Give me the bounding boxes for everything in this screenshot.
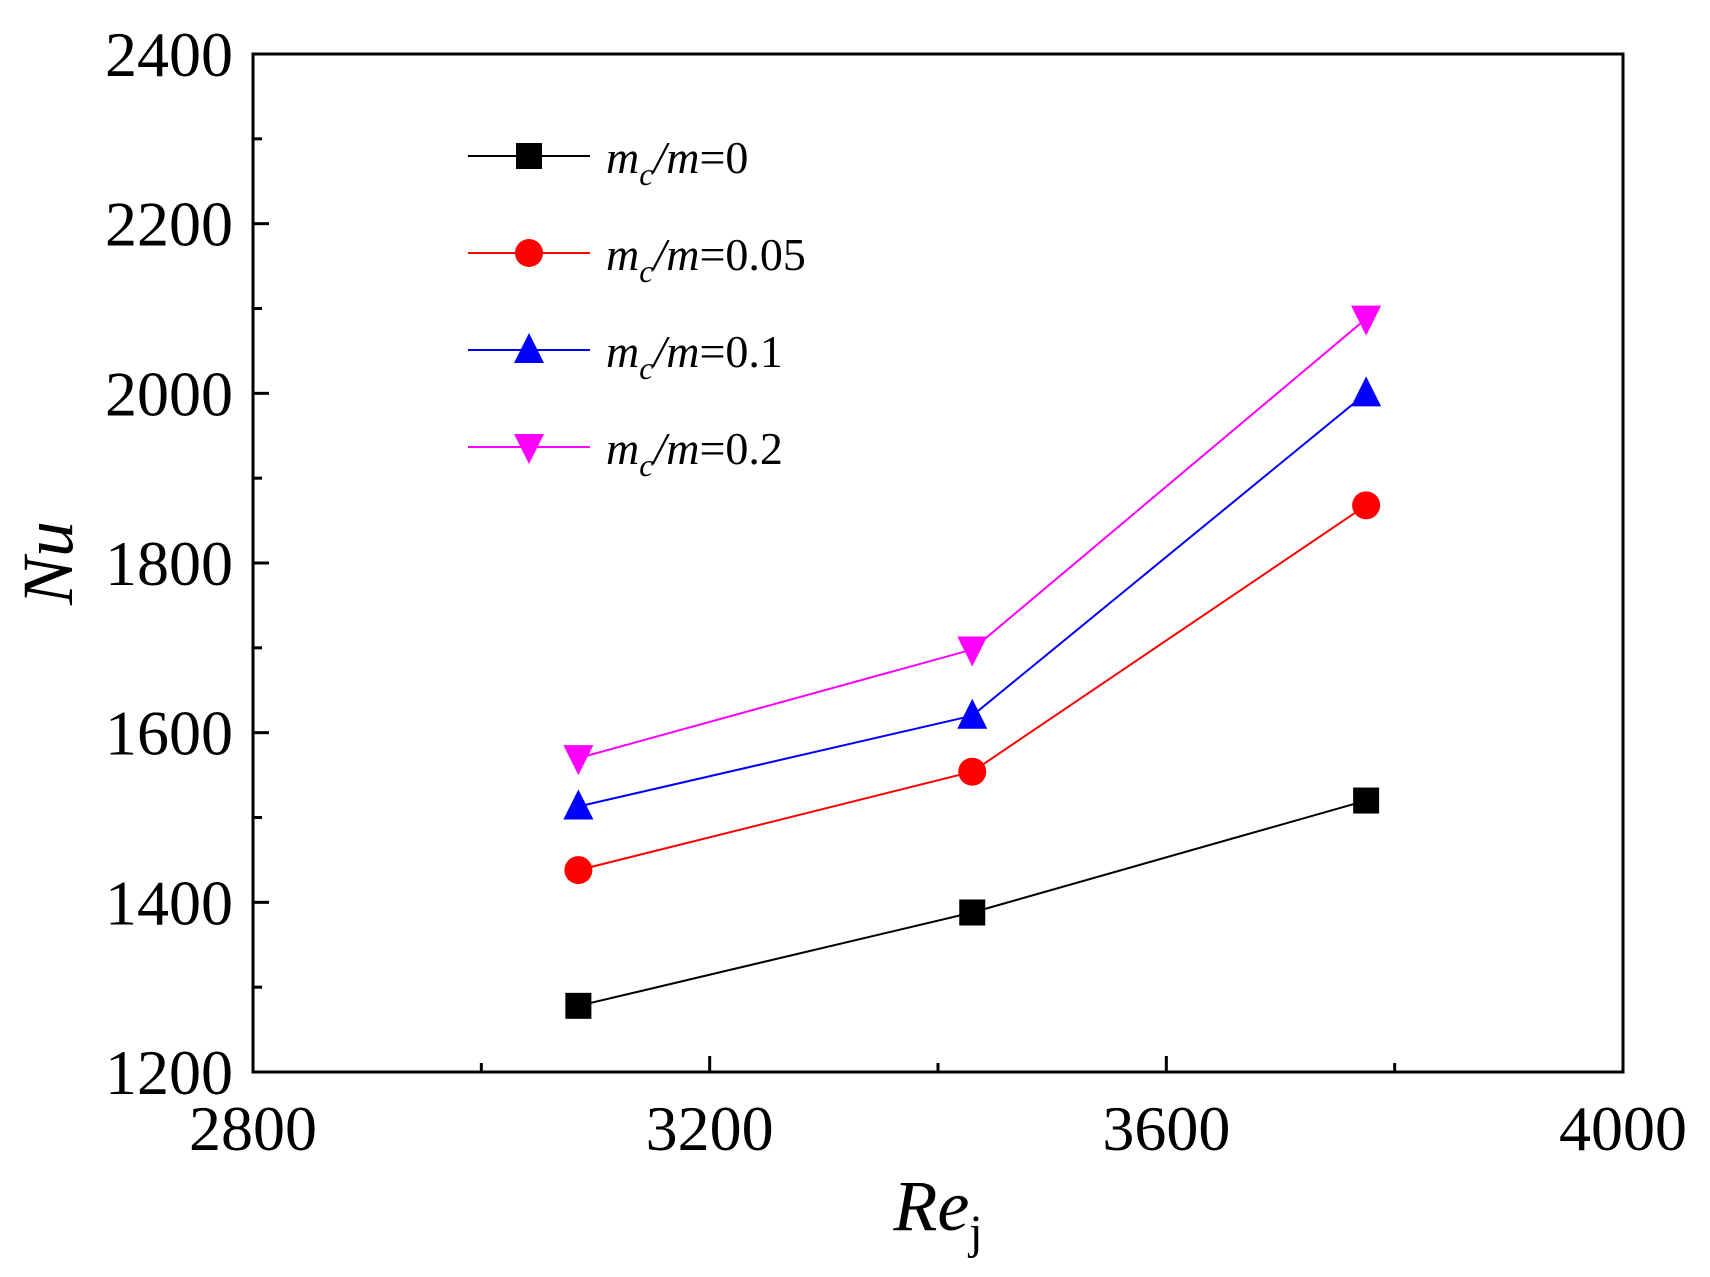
series-eq-0.05 [564, 491, 1381, 885]
data-point [565, 992, 592, 1019]
axis-labels: Rej Nu [8, 521, 983, 1259]
legend-label: mc/m=0.1 [606, 326, 783, 386]
data-point [563, 745, 594, 776]
data-point [1353, 787, 1380, 814]
data-point [959, 899, 986, 926]
data-point [1351, 305, 1382, 336]
y-tick-label: 2000 [105, 358, 233, 429]
legend-item: mc/m=0.05 [468, 229, 806, 289]
legend: mc/m=0 mc/m=0.05 mc/m=0.1 mc/m=0.2 [468, 132, 806, 483]
series-line [578, 504, 1367, 872]
data-point [564, 856, 593, 885]
data-point [563, 789, 594, 820]
y-tick-label: 1800 [105, 528, 233, 599]
legend-item: mc/m=0.2 [468, 423, 783, 483]
data-point [957, 636, 988, 667]
y-tick-label: 1600 [105, 698, 233, 769]
y-tick-label: 2200 [105, 189, 233, 260]
series-line [578, 317, 1367, 760]
legend-item: mc/m=0.1 [468, 326, 783, 386]
plot-frame [251, 52, 1625, 1074]
legend-item: mc/m=0 [468, 132, 748, 192]
data-point [1352, 491, 1381, 520]
y-tick-label: 1200 [105, 1037, 233, 1108]
series-layer [563, 305, 1382, 1019]
data-point [958, 757, 987, 786]
x-tick-label: 2800 [189, 1093, 317, 1164]
data-point [957, 698, 988, 729]
legend-marker [514, 434, 544, 464]
y-tick-label: 2400 [105, 19, 233, 90]
y-axis-title: Nu [8, 521, 88, 606]
data-point [1351, 376, 1382, 407]
x-tick-label: 3200 [646, 1093, 774, 1164]
x-axis-title: Rej [892, 1166, 982, 1259]
series-eq-0 [565, 787, 1380, 1019]
legend-marker [515, 239, 543, 267]
series-eq-0.1 [563, 376, 1382, 820]
y-tick-label: 1400 [105, 867, 233, 938]
legend-label: mc/m=0.2 [606, 423, 783, 483]
series-eq-0.2 [563, 305, 1382, 776]
x-tick-label: 4000 [1559, 1093, 1687, 1164]
axes-layer: 2800 3200 3600 4000 1200 1400 1600 1800 2000 2200… [105, 19, 1687, 1164]
legend-label: mc/m=0 [606, 132, 748, 192]
x-tick-label: 3600 [1102, 1093, 1230, 1164]
legend-marker [516, 143, 542, 169]
legend-label: mc/m=0.05 [606, 229, 806, 289]
legend-marker [514, 333, 544, 363]
